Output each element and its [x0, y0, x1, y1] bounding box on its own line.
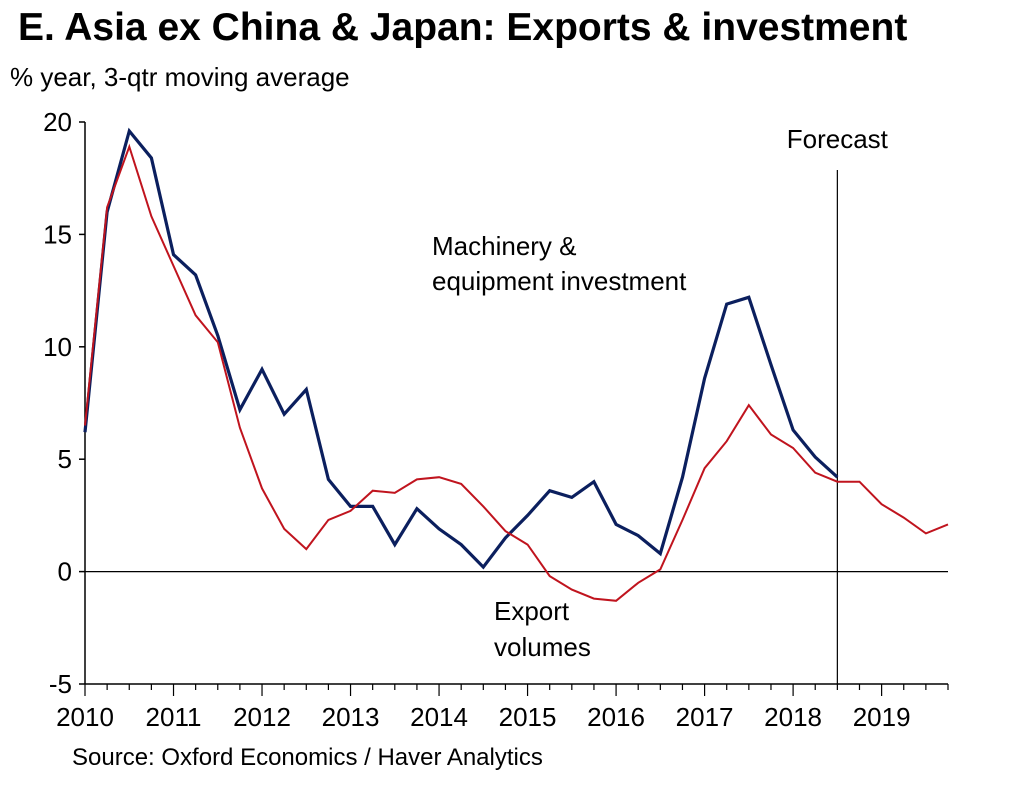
- x-tick-label: 2017: [676, 702, 734, 732]
- series-label-exports-line2: volumes: [494, 632, 591, 662]
- y-tick-label: -5: [49, 669, 72, 699]
- x-tick-label: 2013: [322, 702, 380, 732]
- y-tick-label: 10: [43, 332, 72, 362]
- series-label-machinery-line1: Machinery &: [432, 231, 577, 261]
- chart-title: E. Asia ex China & Japan: Exports & inve…: [18, 6, 908, 49]
- x-tick-label: 2016: [587, 702, 645, 732]
- series-label-machinery-line2: equipment investment: [432, 266, 687, 296]
- y-tick-label: 15: [43, 219, 72, 249]
- series-label-exports-line1: Export: [494, 596, 570, 626]
- series-line-machinery: [83, 127, 839, 570]
- x-tick-label: 2012: [233, 702, 291, 732]
- x-tick-label: 2011: [146, 702, 202, 732]
- x-ticks: 2010 2011 2012 2013 2014 2015 2016 2017 2018 2019: [56, 684, 949, 732]
- chart-subtitle: % year, 3-qtr moving average: [10, 62, 350, 92]
- y-ticks: 20 15 10 5 0 -5: [43, 107, 85, 699]
- series-label-machinery: Machinery & equipment investment: [432, 231, 687, 296]
- x-tick-label: 2014: [410, 702, 468, 732]
- y-tick-label: 20: [43, 107, 72, 137]
- series-label-exports: Export volumes: [494, 596, 591, 662]
- y-tick-label: 0: [58, 557, 72, 587]
- source-note: Source: Oxford Economics / Haver Analyti…: [72, 744, 543, 771]
- x-tick-label: 2015: [499, 702, 557, 732]
- annotations: Forecast Machinery & equipment investmen…: [432, 124, 889, 662]
- x-tick-label: 2019: [853, 702, 911, 732]
- y-tick-label: 5: [58, 444, 72, 474]
- forecast-label: Forecast: [787, 124, 889, 154]
- series-layer: [83, 127, 949, 602]
- series-line-exports: [84, 143, 949, 602]
- x-tick-label: 2010: [56, 702, 114, 732]
- x-tick-label: 2018: [764, 702, 822, 732]
